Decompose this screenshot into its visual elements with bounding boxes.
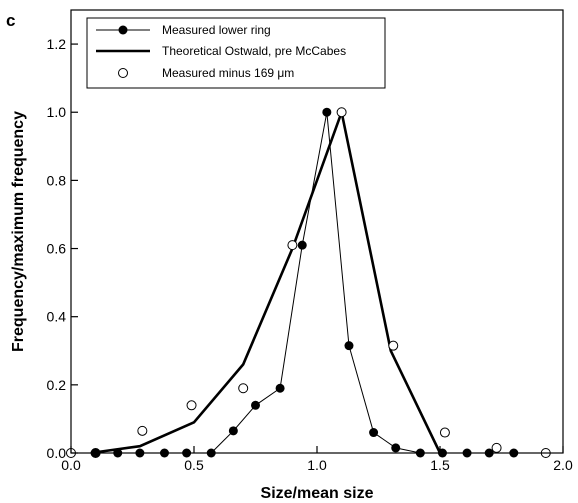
point-measured-lower-ring (369, 428, 379, 438)
y-tick-label: 1.0 (47, 104, 67, 120)
x-tick-label: 2.0 (553, 457, 573, 473)
legend-label: Measured lower ring (162, 23, 271, 37)
panel-letter: c (6, 11, 15, 30)
point-measured-lower-ring (344, 341, 354, 351)
point-measured-lower-ring (251, 400, 260, 410)
y-tick-label: 0.4 (47, 309, 67, 325)
point-measured-minus-169 (491, 442, 502, 453)
series-line-theoretical-ostwald (90, 107, 442, 455)
x-tick-label: 1.5 (430, 457, 450, 473)
point-measured-lower-ring (275, 383, 285, 393)
legend: Measured lower ring Theoretical Ostwald, … (86, 17, 386, 89)
legend-label: Measured minus 169 μm (162, 66, 294, 80)
y-tick-label: 0.8 (47, 172, 67, 188)
point-measured-minus-169 (287, 240, 298, 251)
point-measured-minus-169 (336, 107, 347, 118)
legend-marker-measured-minus-169 (118, 68, 128, 78)
x-tick-label: 0.0 (61, 457, 81, 473)
y-tick-label: 0.6 (47, 241, 67, 257)
point-measured-minus-169 (186, 400, 197, 411)
legend-label: Theoretical Ostwald, pre McCabes (162, 44, 346, 58)
x-axis-title: Size/mean size (261, 485, 374, 502)
y-tick-label: 0.2 (47, 377, 67, 393)
point-measured-lower-ring (322, 107, 332, 117)
point-measured-minus-169 (388, 340, 399, 351)
point-measured-minus-169 (137, 425, 148, 436)
plot-area (66, 107, 551, 458)
series-line-measured-lower-ring (95, 112, 514, 454)
x-tick-label: 1.0 (307, 457, 327, 473)
y-tick-label: 1.2 (47, 36, 67, 52)
point-measured-minus-169 (439, 427, 450, 438)
point-measured-lower-ring (297, 240, 307, 250)
y-axis-title: Frequency/maximum frequency (10, 111, 27, 352)
y-tick-label: 0.0 (47, 445, 67, 461)
legend-marker-measured-lower-ring (118, 25, 128, 35)
point-measured-lower-ring (391, 443, 401, 453)
axis-ticks: 0.0 0.5 1.0 1.5 2.0 0.0 0.2 0.4 0.6 0.8 1.0 1.2 (47, 36, 573, 473)
x-tick-label: 0.5 (184, 457, 204, 473)
point-measured-minus-169 (238, 383, 249, 394)
point-measured-lower-ring (228, 426, 238, 436)
